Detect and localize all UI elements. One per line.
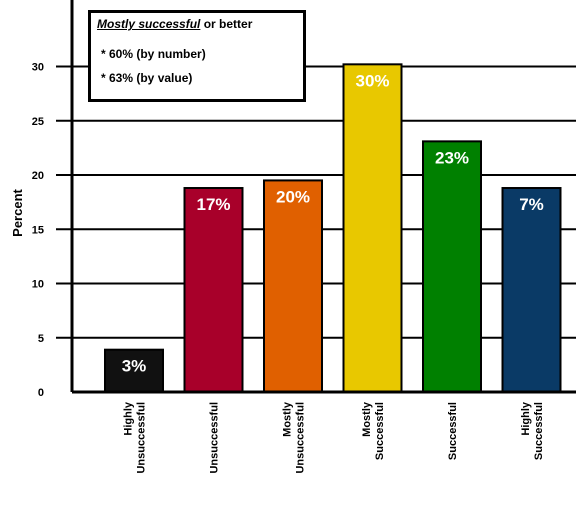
category-label-4: Successful [447, 402, 459, 460]
legend-item-by-value: * 63% (by value) [101, 71, 192, 85]
category-label-5-line-0: Highly [520, 401, 532, 435]
data-label-1: 17% [196, 195, 230, 214]
category-label-1: Unsuccessful [209, 402, 221, 474]
bar-3 [344, 64, 402, 392]
legend-box: Mostly successful or better * 60% (by nu… [88, 10, 306, 102]
category-label-5: Highly Successful [520, 401, 545, 460]
category-label-3-line-1: Successful [374, 402, 386, 460]
bar-2 [264, 180, 322, 392]
category-label-0-line-0: Highly [123, 401, 135, 435]
category-label-2-line-0: Mostly [282, 401, 294, 437]
y-tick-label-10: 10 [32, 279, 44, 291]
category-label-1-line-0: Unsuccessful [209, 402, 221, 474]
category-label-0-line-1: Unsuccessful [136, 402, 148, 474]
y-axis-ticks: 0 5 10 15 20 25 30 [32, 62, 44, 400]
category-label-4-line-0: Successful [447, 402, 459, 460]
category-labels: Highly Unsuccessful Unsuccessful Mostly Unsu… [123, 401, 546, 473]
legend-item-by-number: * 60% (by number) [101, 47, 206, 61]
y-tick-label-5: 5 [38, 333, 44, 345]
data-label-3: 30% [355, 71, 389, 90]
category-label-3: Mostly Successful [361, 401, 386, 460]
data-label-0: 3% [122, 357, 147, 376]
y-tick-label-0: 0 [38, 387, 44, 399]
data-label-4: 23% [435, 148, 469, 167]
data-label-5: 7% [519, 195, 544, 214]
bar-5 [503, 188, 561, 392]
y-tick-label-25: 25 [32, 116, 44, 128]
legend-title: Mostly successful or better [97, 17, 252, 31]
category-label-0: Highly Unsuccessful [123, 401, 148, 473]
bar-1 [185, 188, 243, 392]
legend-title-emphasis: Mostly successful [97, 17, 200, 31]
y-tick-label-15: 15 [32, 224, 44, 236]
y-tick-label-20: 20 [32, 170, 44, 182]
bar-4 [423, 141, 481, 392]
category-label-5-line-1: Successful [533, 402, 545, 460]
category-label-2-line-1: Unsuccessful [295, 402, 307, 474]
bars [105, 64, 561, 392]
y-tick-label-30: 30 [32, 62, 44, 74]
category-label-2: Mostly Unsuccessful [282, 401, 307, 473]
y-axis-label: Percent [10, 188, 25, 236]
data-label-2: 20% [276, 187, 310, 206]
category-label-3-line-0: Mostly [361, 401, 373, 437]
legend-title-rest: or better [200, 17, 252, 31]
